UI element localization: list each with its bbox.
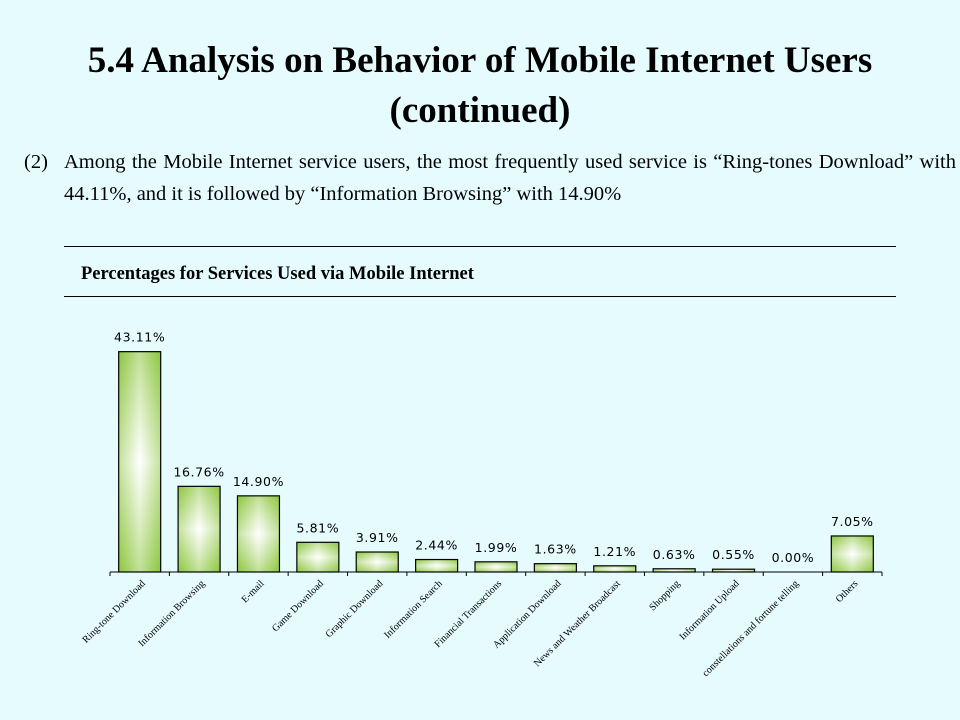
paragraph-text: Among the Mobile Internet service users,… xyxy=(64,151,956,205)
bar xyxy=(236,495,281,573)
bar-shade xyxy=(475,561,517,572)
category-label: Ring-tone Download xyxy=(81,578,148,645)
bar-shade xyxy=(237,495,280,572)
bar-chart: 43.11% 16.76% 14.90% 5.81% 3.91% 2.44% 1.99% 1.… xyxy=(81,330,883,679)
data-label: 0.63% xyxy=(653,547,696,562)
data-label: 2.44% xyxy=(415,538,458,553)
bar xyxy=(415,558,459,573)
bar xyxy=(355,551,399,573)
bar-shade xyxy=(178,486,221,572)
bar-shade xyxy=(534,563,577,572)
bar xyxy=(593,565,637,573)
bar-shade xyxy=(415,559,458,572)
bar-shade xyxy=(831,535,874,572)
category-label: Information Search xyxy=(382,578,445,641)
bar xyxy=(533,563,577,573)
category-label: Graphic Download xyxy=(324,578,386,640)
category-label: constellations and fortune telling xyxy=(700,578,801,679)
data-labels-group: 43.11% 16.76% 14.90% 5.81% 3.91% 2.44% 1.99% 1.… xyxy=(114,330,874,565)
bar-shade xyxy=(712,569,755,572)
data-label: 3.91% xyxy=(356,530,399,545)
bar-shade xyxy=(296,542,339,572)
data-label: 5.81% xyxy=(296,520,339,535)
slide-title-line-1: 5.4 Analysis on Behavior of Mobile Inter… xyxy=(87,40,873,81)
category-label: Shopping xyxy=(647,578,682,613)
category-label: E-mail xyxy=(240,578,267,605)
bar-shade xyxy=(118,351,161,572)
category-label: Information Browsing xyxy=(136,578,207,649)
bar xyxy=(177,485,221,573)
category-label: Game Download xyxy=(270,578,326,634)
data-label: 1.63% xyxy=(534,542,577,557)
bar xyxy=(474,561,518,573)
bar-shade xyxy=(356,552,399,572)
body-paragraph: (2) Among the Mobile Internet service us… xyxy=(24,146,956,210)
slide-title: 5.4 Analysis on Behavior of Mobile Inter… xyxy=(0,36,960,136)
category-label: Information Upload xyxy=(678,578,742,642)
data-label: 0.00% xyxy=(772,550,815,565)
data-label: 43.11% xyxy=(114,330,165,345)
data-label: 1.21% xyxy=(593,544,636,559)
category-label: Others xyxy=(834,578,861,605)
category-label: Financial Transactions xyxy=(433,578,505,650)
bar xyxy=(830,535,874,573)
bars-group xyxy=(118,351,874,573)
bar-shade xyxy=(593,565,636,572)
data-label: 16.76% xyxy=(173,464,224,479)
x-axis xyxy=(109,571,883,576)
caption-top-rule xyxy=(64,246,896,247)
data-label: 1.99% xyxy=(475,540,518,555)
bar xyxy=(296,541,340,573)
bar xyxy=(118,351,162,573)
paragraph-number: (2) xyxy=(24,151,48,173)
data-label: 14.90% xyxy=(233,474,284,489)
data-label: 7.05% xyxy=(831,514,874,529)
chart-title: Percentages for Services Used via Mobile… xyxy=(81,264,474,284)
data-label: 0.55% xyxy=(712,547,755,562)
caption-bottom-rule xyxy=(64,296,896,297)
slide-title-line-2: (continued) xyxy=(389,90,571,131)
bar-shade xyxy=(653,568,696,572)
